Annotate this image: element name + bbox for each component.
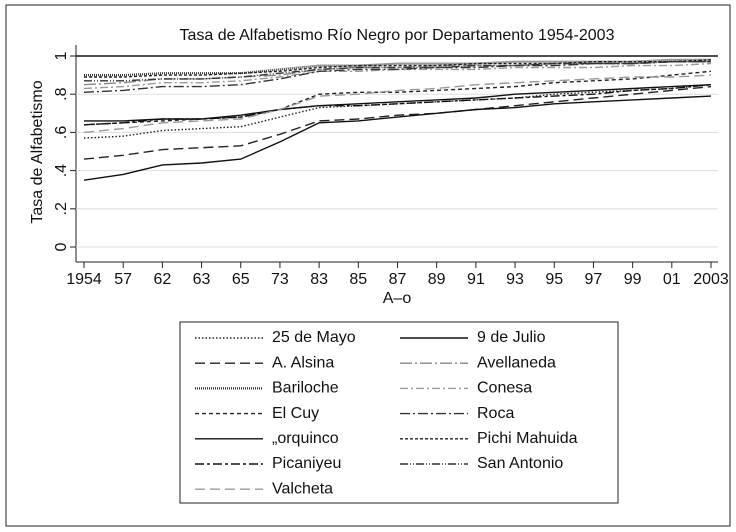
- series-line: [84, 59, 712, 78]
- x-tick-label: 73: [271, 271, 289, 288]
- x-tick-label: 83: [310, 271, 328, 288]
- x-tick-label: 57: [114, 271, 132, 288]
- series-line: [83, 85, 712, 160]
- x-tick-label: 99: [624, 271, 642, 288]
- x-tick-label: 97: [585, 271, 603, 288]
- legend-label: „orquinco: [272, 430, 339, 447]
- legend-label: Conesa: [477, 380, 532, 397]
- x-tick-label: 65: [232, 271, 250, 288]
- x-tick-label: 63: [193, 271, 211, 288]
- legend-label: Roca: [477, 405, 514, 422]
- series-line: [83, 62, 712, 90]
- legend-label: Avellaneda: [477, 354, 556, 371]
- x-axis-label: A–o: [383, 290, 412, 307]
- y-tick-label: 0: [53, 242, 70, 251]
- y-tick-label: .8: [53, 87, 70, 100]
- x-tick-label: 95: [545, 271, 563, 288]
- legend-label: Valcheta: [272, 480, 333, 497]
- x-tick-label: 87: [389, 271, 407, 288]
- legend-label: Picaniyeu: [272, 455, 341, 472]
- x-tick-label: 93: [506, 271, 524, 288]
- chart-title: Tasa de Alfabetismo Río Negro por Depart…: [180, 27, 615, 44]
- series-line: [84, 61, 711, 82]
- series-line: [83, 74, 712, 134]
- legend-label: Pichi Mahuida: [477, 430, 578, 447]
- x-tick-label: 62: [153, 271, 171, 288]
- x-tick-label: 1954: [66, 271, 102, 288]
- legend-label: Bariloche: [272, 380, 339, 397]
- y-axis-label: Tasa de Alfabetismo: [29, 80, 46, 223]
- legend-box: [179, 321, 619, 504]
- y-tick-label: .4: [53, 164, 70, 177]
- legend-label: 9 de Julio: [477, 329, 546, 346]
- legend-label: El Cuy: [272, 405, 319, 422]
- legend-label: San Antonio: [477, 455, 563, 472]
- series-line: [83, 70, 712, 126]
- series-line: [83, 84, 712, 126]
- y-tick-label: .2: [53, 202, 70, 215]
- series-line: [83, 95, 712, 181]
- y-tick-label: .6: [53, 126, 70, 139]
- legend-label: 25 de Mayo: [272, 329, 356, 346]
- x-tick-label: 89: [428, 271, 446, 288]
- x-tick-label: 85: [349, 271, 367, 288]
- x-tick-label: 01: [663, 271, 681, 288]
- series-line: [83, 61, 711, 93]
- x-tick-label: 2003: [693, 271, 729, 288]
- x-tick-label: 91: [467, 271, 485, 288]
- y-tick-label: 1: [53, 51, 70, 60]
- legend-label: A. Alsina: [272, 354, 334, 371]
